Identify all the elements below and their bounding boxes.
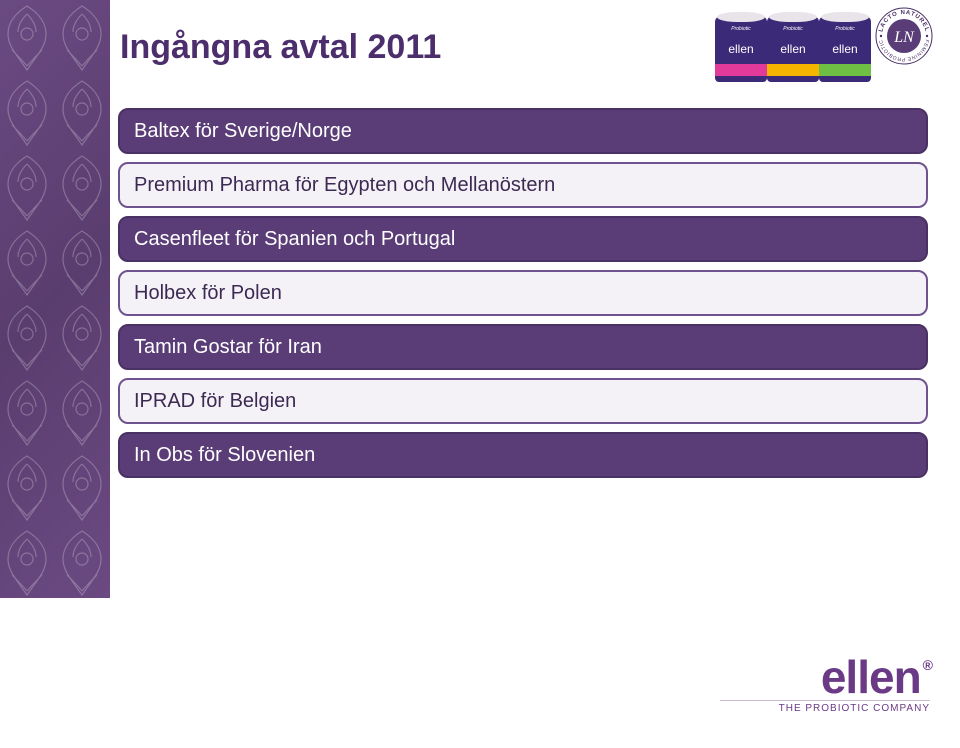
company-logo: ellen® THE PROBIOTIC COMPANY xyxy=(720,654,930,714)
list-item-label: In Obs för Slovenien xyxy=(134,444,315,467)
logo-registered-icon: ® xyxy=(923,657,932,673)
list-item: Tamin Gostar för Iran xyxy=(118,324,928,370)
list-item: Holbex för Polen xyxy=(118,270,928,316)
product-can: Probiotic ellen xyxy=(715,16,767,82)
list-item: Baltex för Sverige/Norge xyxy=(118,108,928,154)
decorative-sidebar xyxy=(0,0,110,598)
logo-tagline: THE PROBIOTIC COMPANY xyxy=(720,703,930,714)
product-can: Probiotic ellen xyxy=(767,16,819,82)
list-item-label: Holbex för Polen xyxy=(134,282,282,305)
list-item-label: Tamin Gostar för Iran xyxy=(134,336,322,359)
logo-brand: ellen xyxy=(821,651,921,703)
list-item-label: Baltex för Sverige/Norge xyxy=(134,120,352,143)
list-item: Casenfleet för Spanien och Portugal xyxy=(118,216,928,262)
list-item-label: Premium Pharma för Egypten och Mellanöst… xyxy=(134,174,555,197)
list-item: IPRAD för Belgien xyxy=(118,378,928,424)
page-title: Ingångna avtal 2011 xyxy=(120,28,441,67)
list-item: Premium Pharma för Egypten och Mellanöst… xyxy=(118,162,928,208)
damask-pattern-icon xyxy=(0,0,110,598)
quality-seal-icon: LACTO NATUREL FEMININE PROBIOTIC LN xyxy=(874,6,934,66)
list-item: In Obs för Slovenien xyxy=(118,432,928,478)
product-cans-image: Probiotic ellen Probiotic ellen Probioti… xyxy=(715,10,870,90)
agreements-list: Baltex för Sverige/Norge Premium Pharma … xyxy=(118,108,928,486)
list-item-label: IPRAD för Belgien xyxy=(134,390,296,413)
product-can: Probiotic ellen xyxy=(819,16,871,82)
list-item-label: Casenfleet för Spanien och Portugal xyxy=(134,228,455,251)
seal-monogram: LN xyxy=(893,29,915,46)
